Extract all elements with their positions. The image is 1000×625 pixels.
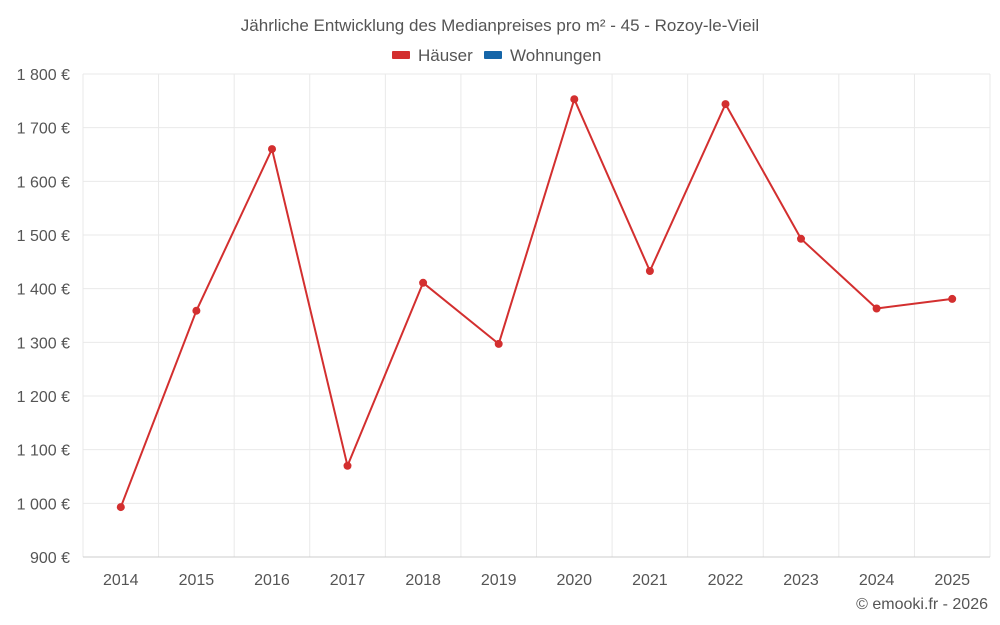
y-tick-label: 1 300 € [17, 335, 70, 352]
chart-title: Jährliche Entwicklung des Medianpreises … [241, 16, 759, 35]
data-point-2022[interactable] [721, 100, 730, 109]
data-point-2025[interactable] [948, 294, 957, 303]
legend-label-haeuser: Häuser [418, 46, 473, 65]
y-tick-label: 1 800 € [17, 67, 70, 84]
data-point-2015[interactable] [192, 306, 201, 315]
data-point-2020[interactable] [570, 95, 579, 104]
y-axis-tick-labels: 900 € 1 000 € 1 100 € 1 200 € 1 300 € 1 400 €… [17, 67, 70, 567]
x-tick-label: 2021 [632, 572, 668, 589]
legend-swatch-haeuser [392, 51, 410, 59]
y-tick-label: 1 100 € [17, 443, 70, 460]
y-tick-label: 1 500 € [17, 228, 70, 245]
y-tick-label: 1 700 € [17, 121, 70, 138]
x-tick-label: 2020 [556, 572, 592, 589]
data-point-2017[interactable] [343, 461, 352, 470]
x-gridlines [82, 74, 991, 557]
legend: Häuser Wohnungen [392, 46, 601, 65]
y-tick-label: 1 000 € [17, 496, 70, 513]
legend-swatch-wohnungen [484, 51, 502, 59]
x-tick-label: 2019 [481, 572, 517, 589]
x-tick-label: 2023 [783, 572, 819, 589]
x-tick-label: 2016 [254, 572, 290, 589]
x-tick-label: 2025 [934, 572, 970, 589]
y-tick-label: 1 200 € [17, 389, 70, 406]
y-tick-label: 1 400 € [17, 282, 70, 299]
credit-text: © emooki.fr - 2026 [856, 596, 988, 613]
y-tick-label: 900 € [30, 550, 70, 567]
data-point-2018[interactable] [419, 278, 428, 287]
data-point-2023[interactable] [797, 234, 805, 243]
y-tick-label: 1 600 € [17, 174, 70, 191]
data-point-2016[interactable] [268, 145, 276, 154]
data-point-2019[interactable] [494, 339, 503, 348]
legend-label-wohnungen: Wohnungen [510, 46, 601, 65]
series-line-0 [119, 98, 953, 508]
x-tick-label: 2017 [330, 572, 366, 589]
legend-item-haeuser[interactable]: Häuser [392, 46, 473, 65]
x-tick-label: 2022 [708, 572, 744, 589]
series-layer [116, 95, 957, 512]
data-point-2014[interactable] [116, 503, 125, 512]
x-tick-label: 2018 [405, 572, 441, 589]
data-point-2024[interactable] [872, 304, 881, 313]
x-tick-label: 2015 [179, 572, 215, 589]
x-tick-label: 2014 [103, 572, 139, 589]
x-axis-tick-labels: 2014 2015 2016 2017 2018 2019 2020 2021 2022 2023… [103, 572, 970, 589]
x-tick-label: 2024 [859, 572, 895, 589]
legend-item-wohnungen[interactable]: Wohnungen [484, 46, 601, 65]
data-point-2021[interactable] [645, 267, 654, 275]
